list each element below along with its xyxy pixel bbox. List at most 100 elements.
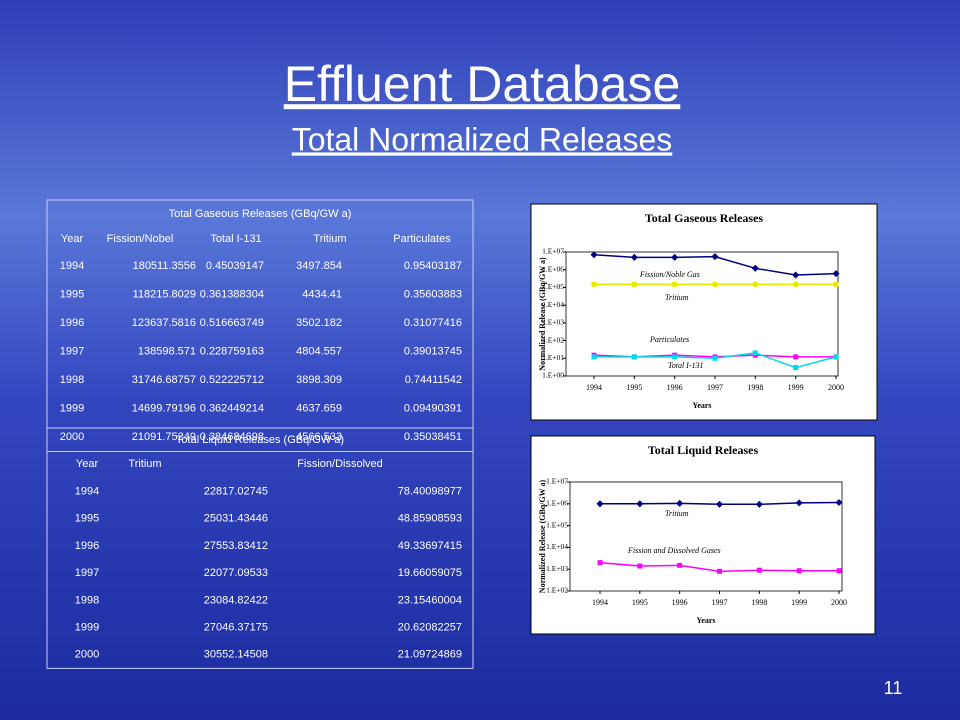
y-tick-label: 1.E+07 [542, 247, 564, 256]
x-tick-label: 1994 [592, 598, 608, 607]
table-cell: 0.362449214 [200, 403, 264, 415]
data-point [793, 354, 799, 360]
data-point [752, 350, 758, 356]
column-header: Year [61, 233, 84, 245]
table-cell: 1996 [75, 540, 99, 552]
y-tick-label: 1.E+02 [546, 586, 568, 595]
data-point [596, 500, 604, 508]
table-cell: 0.39013745 [404, 346, 462, 358]
table-cell: 2000 [60, 431, 84, 443]
series-label: Fission and Dissolved Gases [627, 546, 721, 555]
y-tick-label: 1.E+04 [546, 542, 568, 551]
table-cell: 3502.182 [296, 317, 342, 329]
y-tick-label: 1.E+06 [542, 264, 564, 273]
table-cell: 3497.854 [296, 260, 342, 272]
data-point [637, 563, 643, 569]
table-cell: 30552.14508 [204, 649, 268, 661]
page-number: 11 [884, 678, 903, 698]
data-point [712, 355, 718, 361]
data-point [792, 271, 800, 279]
data-point [755, 500, 763, 508]
y-tick-label: 1.E+03 [542, 318, 564, 327]
table-cell: 1994 [75, 486, 99, 498]
table-cell: 0.228759163 [200, 346, 264, 358]
table-cell: 138598.571 [138, 346, 196, 358]
data-point [630, 253, 638, 261]
x-tick-label: 1994 [586, 383, 602, 392]
slide-title: Effluent Database [284, 56, 681, 112]
table-cell: 3898.309 [296, 374, 342, 386]
table-cell: 21091.75249 [132, 431, 196, 443]
data-point [597, 560, 603, 566]
series-label: Total I-131 [668, 361, 704, 370]
column-header: Fission/Dissolved [297, 458, 383, 470]
chart-box [530, 435, 876, 635]
table-cell: 20.62082257 [398, 622, 462, 634]
series-label: Fission/Noble Gas [639, 270, 700, 279]
column-header: Tritium [313, 233, 346, 245]
x-tick-label: 1997 [712, 598, 728, 607]
column-header: Year [76, 458, 99, 470]
table-cell: 21.09724869 [398, 649, 462, 661]
series-label: Tritium [665, 293, 689, 302]
column-header: Total I-131 [210, 233, 261, 245]
table-cell: 48.85908593 [398, 513, 462, 525]
table-cell: 1999 [75, 622, 99, 634]
x-tick-label: 1999 [791, 598, 807, 607]
table-cell: 118215.8029 [133, 289, 196, 301]
y-tick-label: 1.E+05 [546, 520, 568, 529]
table-cell: 0.31077416 [404, 317, 462, 329]
table-cell: 22077.09533 [204, 567, 268, 579]
x-tick-label: 1996 [667, 383, 683, 392]
table-cell: 0.361388304 [200, 289, 264, 301]
chart-box [530, 203, 878, 421]
table-cell: 1998 [75, 594, 99, 606]
data-point [836, 568, 842, 574]
data-point [796, 568, 802, 574]
chart-title: Total Gaseous Releases [645, 211, 764, 225]
y-tick-label: 1.E+05 [542, 282, 564, 291]
y-tick-label: 1.E+03 [546, 564, 568, 573]
table-cell: 78.40098977 [398, 486, 462, 498]
table-cell: 23084.82422 [204, 594, 268, 606]
table-cell: 1999 [60, 403, 84, 415]
table-title: Total Liquid Releases (GBq/GW a) [176, 434, 344, 446]
x-tick-label: 2000 [831, 598, 847, 607]
y-tick-label: 1.E+02 [542, 335, 564, 344]
data-point [676, 499, 684, 507]
table-cell: 1996 [60, 317, 84, 329]
data-point [712, 281, 718, 287]
data-point [672, 281, 678, 287]
table-cell: 27046.37175 [204, 622, 268, 634]
table-cell: 0.35603883 [404, 289, 462, 301]
table-cell: 1995 [75, 513, 99, 525]
table-cell: 1997 [75, 567, 99, 579]
table-cell: 0.384684698 [200, 431, 264, 443]
table-cell: 4566.533 [296, 431, 342, 443]
chart-title: Total Liquid Releases [648, 443, 759, 457]
data-point [835, 498, 843, 507]
table-title: Total Gaseous Releases (GBq/GW a) [169, 208, 352, 220]
x-tick-label: 1998 [751, 598, 767, 607]
table-cell: 27553.83412 [204, 540, 268, 552]
table-cell: 0.45039147 [206, 260, 264, 272]
column-header: Fission/Nobel [107, 233, 174, 245]
table-border [46, 199, 474, 452]
table-cell: 2000 [75, 649, 99, 661]
table-cell: 49.33697415 [398, 540, 462, 552]
data-point [832, 270, 840, 278]
data-point [631, 354, 637, 360]
table-cell: 4637.659 [296, 403, 342, 415]
y-tick-label: 1.E+04 [542, 300, 564, 309]
y-axis-label: Normalized Release (GBq/GW a) [538, 479, 547, 593]
y-tick-label: 1.E+06 [546, 499, 568, 508]
data-point [671, 253, 679, 261]
x-tick-label: 1995 [626, 383, 642, 392]
table-border [46, 427, 474, 669]
table-cell: 1997 [60, 346, 84, 358]
y-axis-label: Normalized Release (GBq/GW a) [538, 257, 547, 371]
data-point [793, 281, 799, 287]
plot-area [569, 481, 843, 592]
data-point [833, 354, 839, 360]
table-cell: 0.74411542 [405, 374, 462, 386]
